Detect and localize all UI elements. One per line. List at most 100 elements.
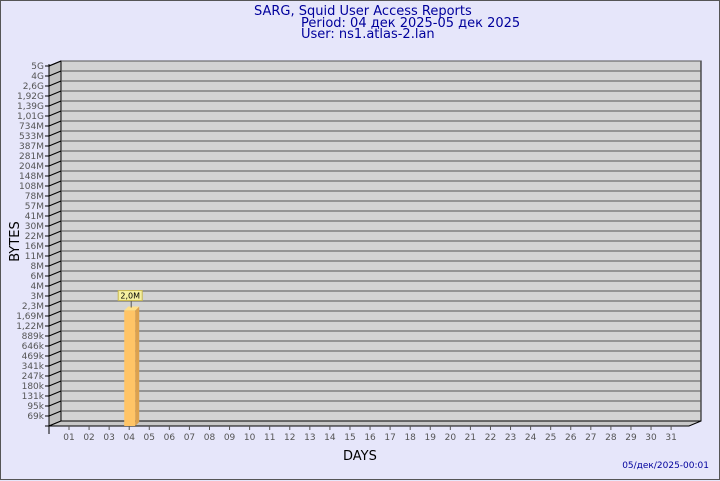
y-tick-label: 6M [31,272,45,282]
x-tick-label: 04 [123,433,135,443]
x-tick-label: 29 [625,433,637,443]
x-tick-label: 05 [144,433,155,443]
grid-line-side [48,280,62,287]
grid-line-side [48,250,62,257]
grid-line-side [48,260,62,267]
y-tick-label: 108M [19,182,44,192]
grid-line-side [48,350,62,357]
x-tick-label: 12 [284,433,295,443]
x-tick-label: 31 [665,433,676,443]
y-tick-label: 387M [19,142,44,152]
grid-line-side [48,80,62,87]
y-tick-label: 341k [22,362,45,372]
grid-line-side [48,390,62,397]
y-tick-label: 3M [31,292,45,302]
y-tick-label: 1,01G [17,112,44,122]
grid-line-side [48,130,62,137]
x-tick-label: 07 [184,433,195,443]
y-tick-label: 11M [25,252,44,262]
grid-line-side [48,360,62,367]
bar [124,310,136,426]
bar-label-box [117,290,143,302]
grid-line-side [48,140,62,147]
grid-line-side [48,380,62,387]
grid-line-side [48,170,62,177]
x-tick-label: 27 [585,433,596,443]
grid-line-side [48,400,62,407]
grid-line-side [48,120,62,127]
grid-line-side [48,90,62,97]
grid-line-side [48,370,62,377]
y-tick-label: 16M [25,242,44,252]
y-tick-label: 41M [25,212,44,222]
x-tick-label: 14 [324,433,336,443]
y-tick-label: 5G [31,62,44,72]
chart-title: SARG, Squid User Access Reports [254,4,472,19]
x-axis-label: DAYS [343,449,377,464]
y-tick-label: 889k [22,332,45,342]
y-tick-label: 1,39G [17,102,44,112]
x-tick-label: 16 [364,433,376,443]
y-tick-label: 646k [22,342,45,352]
y-tick-label: 734M [19,122,44,132]
x-tick-label: 15 [344,433,355,443]
x-tick-label: 11 [264,433,275,443]
y-tick-label: 2,6G [23,82,44,92]
x-tick-label: 30 [645,433,657,443]
grid-line-side [48,270,62,277]
grid-line-side [48,160,62,167]
grid-line-side [48,60,62,67]
x-tick-label: 08 [204,433,216,443]
x-tick-label: 13 [304,433,315,443]
chart-period: Period: 04 дек 2025-05 дек 2025 [301,16,521,31]
grid-line-side [48,310,62,317]
x-tick-label: 24 [525,433,537,443]
grid-line-side [48,200,62,207]
x-tick-label: 25 [545,433,556,443]
x-tick-label: 02 [83,433,94,443]
x-tick-label: 09 [224,433,236,443]
grid-line-side [48,110,62,117]
x-tick-label: 22 [485,433,496,443]
grid-line-side [48,300,62,307]
y-tick-label: 78M [25,192,44,202]
y-tick-label: 533M [19,132,44,142]
bar-top [124,306,140,311]
grid-line-side [48,190,62,197]
y-tick-label: 204M [19,162,44,172]
grid-line-side [48,150,62,157]
y-tick-label: 180k [22,382,45,392]
grid-line-side [48,240,62,247]
grid-line-side [48,320,62,327]
x-tick-label: 06 [164,433,176,443]
grid-line-side [48,410,62,417]
grid-line-side [48,70,62,77]
y-tick-label: 95k [27,402,44,412]
y-tick-label: 247k [22,372,45,382]
y-tick-label: 131k [22,392,45,402]
grid-line-side [48,180,62,187]
x-tick-label: 28 [605,433,617,443]
x-tick-label: 21 [465,433,476,443]
x-tick-label: 19 [425,433,437,443]
floor [48,420,702,427]
grid-line-side [48,290,62,297]
y-tick-label: 4G [31,72,44,82]
grid-line-side [48,340,62,347]
grid-line-side [48,330,62,337]
grid-line-side [48,230,62,237]
grid-line-side [48,210,62,217]
y-tick-label: 57M [25,202,44,212]
grid-line-side [48,100,62,107]
y-tick-label: 22M [25,232,44,242]
y-tick-label: 2,3M [22,302,44,312]
x-tick-label: 03 [103,433,114,443]
x-tick-label: 23 [505,433,516,443]
y-tick-label: 8M [31,262,45,272]
y-tick-label: 1,22M [16,322,44,332]
x-tick-label: 20 [445,433,457,443]
y-tick-label: 30M [25,222,44,232]
bar-side [135,306,140,426]
chart-user: User: ns1.atlas-2.lan [301,27,435,42]
